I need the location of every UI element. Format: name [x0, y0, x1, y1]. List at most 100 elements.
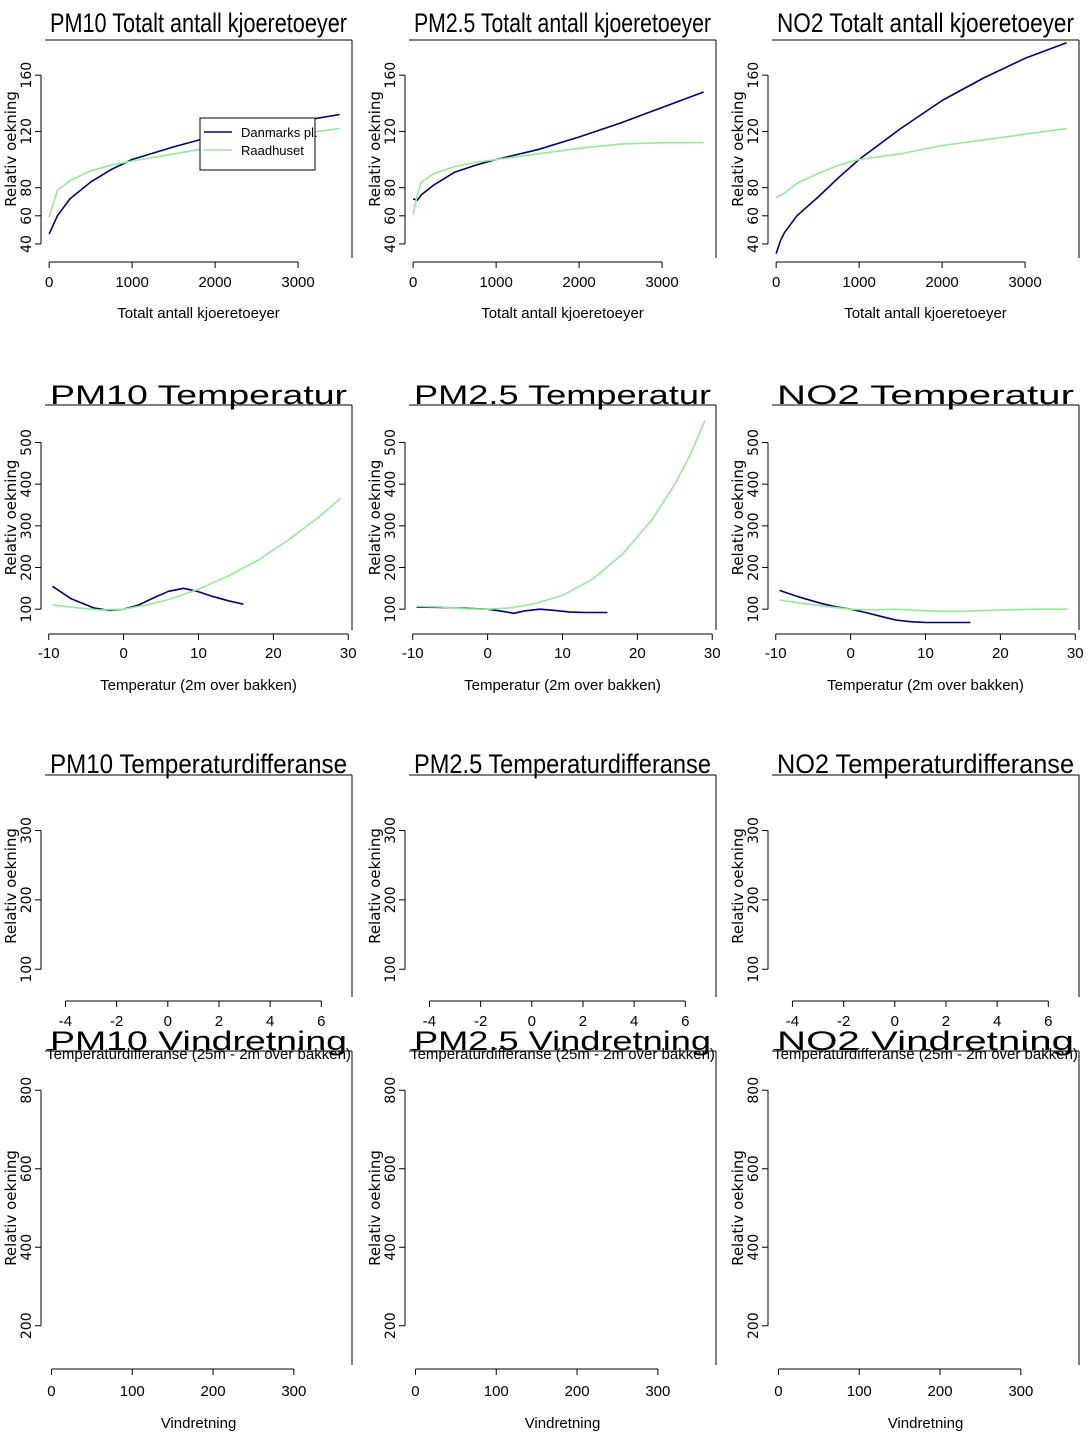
y-tick-label: 120: [746, 118, 762, 145]
x-axis-label: Totalt antall kjoeretoeyer: [481, 305, 644, 322]
x-tick-label: -2: [110, 1013, 123, 1030]
y-tick-label: 400: [746, 1234, 762, 1261]
y-tick-label: 100: [746, 956, 762, 983]
series-line-danmarks: [412, 91, 704, 202]
y-tick-label: 600: [19, 1155, 35, 1182]
series-line-danmarks: [775, 42, 1067, 255]
chart-panel: PM2.5 Totalt antall kjoeretoeyer 0 1000 200…: [366, 8, 717, 322]
y-axis-label: Relativ oekning: [366, 828, 384, 944]
x-tick-label: 30: [1067, 645, 1084, 662]
legend-box: [199, 117, 316, 171]
x-tick-label: 0: [45, 274, 53, 291]
y-tick-label: 200: [19, 887, 35, 914]
x-axis-label: Temperatur (2m over bakken): [464, 677, 661, 694]
x-tick-label: 300: [1008, 1383, 1033, 1400]
y-axis-label: Relativ oekning: [729, 91, 747, 207]
y-tick-label: 160: [19, 62, 35, 89]
chart-panel: NO2 Temperaturdifferanse -4 -2 0 2 4 6 100 200 30…: [729, 749, 1080, 1063]
x-tick-label: 4: [993, 1013, 1001, 1030]
x-tick-label: 6: [1044, 1013, 1052, 1030]
x-tick-label: 0: [164, 1013, 172, 1030]
x-tick-label: 2: [215, 1013, 223, 1030]
chart-title: PM2.5 Vindretning: [414, 1026, 711, 1056]
x-tick-label: 0: [891, 1013, 899, 1030]
x-tick-label: 2: [579, 1013, 587, 1030]
y-tick-label: 300: [19, 817, 35, 844]
legend-label-danmarks: Danmarks pl.: [241, 125, 318, 140]
x-tick-label: -4: [59, 1013, 72, 1030]
y-tick-label: 40: [19, 235, 35, 253]
y-tick-label: 300: [746, 817, 762, 844]
series-line-raadhuset: [779, 599, 1068, 613]
y-tick-label: 60: [746, 207, 762, 225]
legend: Danmarks pl. Raadhuset: [199, 117, 318, 171]
series-line-danmarks: [52, 585, 244, 612]
x-tick-label: 0: [772, 274, 780, 291]
x-tick-label: -2: [474, 1013, 487, 1030]
x-tick-label: 3000: [1008, 274, 1041, 291]
x-tick-label: 4: [266, 1013, 274, 1030]
series-line-raadhuset: [775, 127, 1067, 199]
y-tick-label: 500: [19, 429, 35, 456]
y-tick-label: 400: [19, 471, 35, 498]
y-tick-label: 300: [383, 512, 399, 539]
y-axis-label: Relativ oekning: [2, 828, 20, 944]
chart-title: NO2 Temperaturdifferanse: [777, 749, 1074, 779]
x-tick-label: 1000: [479, 274, 512, 291]
chart-panel: PM2.5 Temperaturdifferanse -4 -2 0 2 4 6 100 200…: [366, 749, 717, 1063]
y-axis-label: Relativ oekning: [729, 460, 747, 576]
x-tick-label: 0: [846, 645, 854, 662]
y-tick-label: 120: [19, 118, 35, 145]
y-tick-label: 300: [19, 512, 35, 539]
y-tick-label: 400: [746, 471, 762, 498]
chart-title: PM2.5 Temperaturdifferanse: [414, 749, 711, 779]
x-tick-label: 1000: [842, 274, 875, 291]
x-tick-label: 6: [317, 1013, 325, 1030]
x-axis-label: Vindretning: [525, 1415, 601, 1432]
y-tick-label: 200: [746, 1312, 762, 1339]
x-tick-label: 0: [483, 645, 491, 662]
y-tick-label: 100: [383, 956, 399, 983]
x-tick-label: 2: [942, 1013, 950, 1030]
x-tick-label: 3000: [645, 274, 678, 291]
x-tick-label: 6: [681, 1013, 689, 1030]
x-tick-label: 4: [630, 1013, 638, 1030]
x-tick-label: 30: [704, 645, 721, 662]
x-tick-label: 0: [411, 1383, 419, 1400]
x-tick-label: -10: [765, 645, 787, 662]
x-tick-label: 3000: [281, 274, 314, 291]
y-tick-label: 100: [19, 596, 35, 623]
chart-title: PM2.5 Temperatur: [414, 380, 711, 410]
x-axis-label: Temperatur (2m over bakken): [100, 677, 297, 694]
x-tick-label: 0: [774, 1383, 782, 1400]
x-axis-label: Temperaturdifferanse (25m - 2m over bakk…: [410, 1046, 715, 1063]
x-tick-label: 300: [281, 1383, 306, 1400]
x-tick-label: 0: [528, 1013, 536, 1030]
y-tick-label: 40: [746, 235, 762, 253]
y-axis-label: Relativ oekning: [729, 1150, 747, 1266]
y-tick-label: 600: [383, 1155, 399, 1182]
chart-panel: NO2 Vindretning 0 100 200 300 200 400 600 800 Vin…: [729, 1026, 1080, 1432]
y-tick-label: 200: [383, 1312, 399, 1339]
chart-title: NO2 Vindretning: [777, 1026, 1074, 1056]
y-tick-label: 800: [383, 1077, 399, 1104]
chart-title: NO2 Temperatur: [777, 380, 1074, 410]
x-axis-label: Temperatur (2m over bakken): [827, 677, 1024, 694]
y-tick-label: 100: [383, 596, 399, 623]
x-axis-label: Totalt antall kjoeretoeyer: [117, 305, 280, 322]
y-tick-label: 200: [746, 887, 762, 914]
y-tick-label: 100: [746, 596, 762, 623]
x-axis-label: Temperaturdifferanse (25m - 2m over bakk…: [773, 1046, 1078, 1063]
series-line-raadhuset: [52, 497, 342, 611]
y-tick-label: 60: [383, 207, 399, 225]
y-tick-label: 800: [746, 1077, 762, 1104]
y-axis-label: Relativ oekning: [366, 460, 384, 576]
x-tick-label: 1000: [115, 274, 148, 291]
x-axis-label: Totalt antall kjoeretoeyer: [844, 305, 1007, 322]
x-tick-label: 10: [917, 645, 934, 662]
x-tick-label: -4: [786, 1013, 799, 1030]
x-tick-label: 2000: [198, 274, 231, 291]
chart-panel: PM2.5 Vindretning 0 100 200 300 200 400 600 800 V…: [366, 1026, 717, 1432]
y-tick-label: 400: [383, 471, 399, 498]
